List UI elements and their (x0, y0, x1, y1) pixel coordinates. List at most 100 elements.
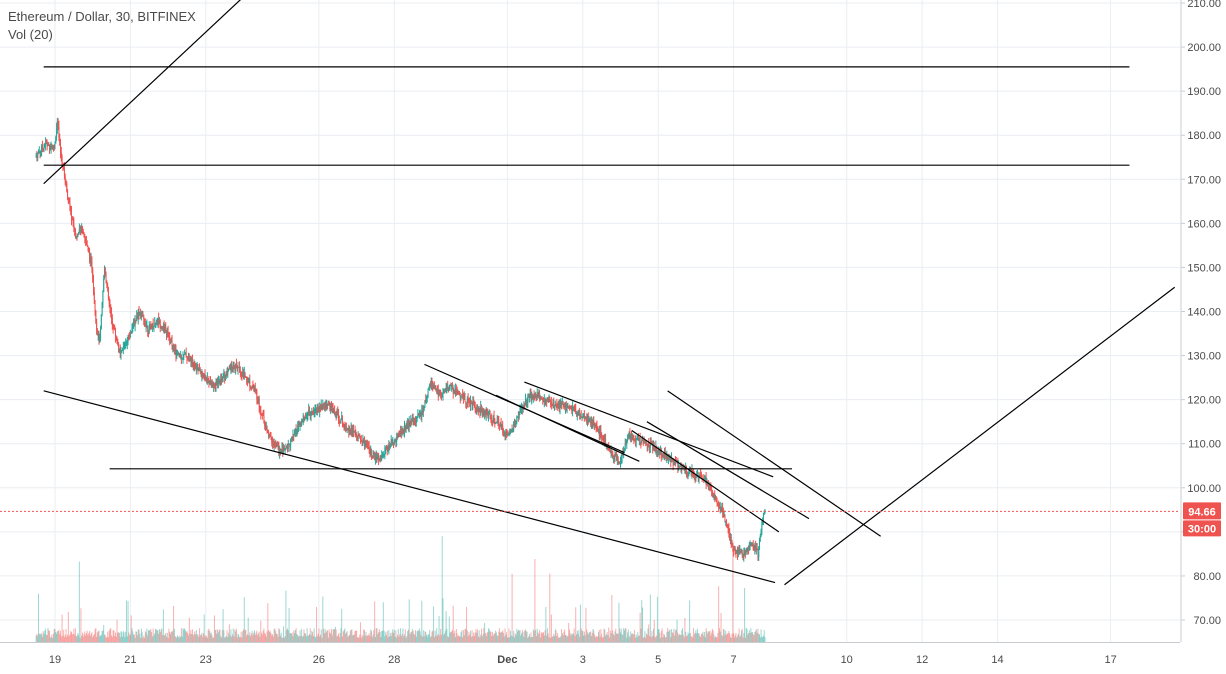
volume-bar (316, 607, 318, 642)
y-tick-label: 70.00 (1193, 615, 1221, 627)
volume-bar (760, 629, 762, 642)
volume-bar (625, 628, 627, 642)
volume-bar (53, 628, 55, 642)
candle-body (159, 320, 161, 328)
candle-body (263, 415, 265, 423)
candle-body (654, 449, 656, 451)
candle-body (730, 537, 732, 545)
volume-bar (104, 635, 106, 642)
volume-bar (226, 630, 228, 642)
candle-body (553, 400, 555, 407)
candle-body (69, 203, 71, 210)
candle-body (371, 450, 373, 457)
candle-body (341, 417, 343, 419)
candle-body (462, 396, 464, 400)
volume-bar (283, 637, 285, 642)
volume-bar (275, 634, 277, 642)
candle-body (378, 456, 380, 460)
volume-bar (673, 628, 675, 642)
candle-body (232, 362, 234, 367)
volume-bar (711, 632, 713, 642)
volume-bar (82, 636, 84, 642)
volume-bar (298, 636, 300, 642)
volume-bar (107, 637, 109, 642)
candle-body (501, 425, 503, 429)
volume-bar (497, 636, 499, 642)
candle-body (92, 269, 94, 281)
candle-body (538, 393, 540, 396)
candle-body (616, 457, 618, 460)
volume-bar (412, 630, 414, 642)
volume-bar (178, 637, 180, 642)
volume-bar (151, 632, 153, 642)
volume-bar (535, 636, 537, 642)
volume-bar (444, 633, 446, 642)
trendlines[interactable] (0, 0, 1180, 586)
candle-body (94, 300, 96, 312)
volume-bar (254, 634, 256, 642)
candle-body (371, 456, 373, 458)
candle-body (313, 411, 315, 414)
volume-bar (681, 630, 683, 642)
candle-body (715, 497, 717, 502)
candle-body (164, 326, 166, 328)
volume-bar (711, 628, 713, 642)
candle-body (648, 441, 650, 448)
candle-body (555, 403, 557, 405)
candle-body (486, 410, 488, 415)
volume-bar (615, 628, 617, 642)
volume-bar (525, 631, 527, 642)
volume-bar (437, 633, 439, 642)
candle-body (334, 414, 336, 416)
volume-bar (272, 634, 274, 642)
candle-body (128, 335, 130, 337)
volume-bar (151, 636, 153, 642)
candle-body (171, 339, 173, 348)
volume-bar (447, 636, 449, 642)
candle-body (228, 368, 230, 370)
candle-body (264, 425, 266, 429)
volume-bar (594, 634, 596, 642)
volume-bar (188, 635, 190, 642)
candle-body (473, 401, 475, 403)
candle-body (738, 549, 740, 554)
candle-body (277, 446, 279, 448)
volume-bar (164, 634, 166, 642)
candle-body (83, 233, 85, 238)
volume-bar (217, 632, 219, 642)
volume-bar (407, 631, 409, 642)
candle-body (196, 364, 198, 369)
candle-body (744, 549, 746, 555)
volume-bar (136, 635, 138, 642)
volume-bar (409, 634, 411, 642)
candle-body (697, 475, 699, 479)
volume-bar (193, 633, 195, 642)
candle-body (583, 413, 585, 418)
candle-body (79, 228, 81, 230)
candle-body (438, 390, 440, 396)
volume-bar (129, 635, 131, 642)
volume-bar (248, 635, 250, 642)
candle-body (146, 325, 148, 327)
volume-bar (414, 634, 416, 642)
candle-body (269, 435, 271, 437)
x-tick-label: 28 (388, 654, 400, 666)
candle-body (81, 227, 83, 231)
candle-body (733, 547, 735, 551)
volume-bar (316, 636, 318, 642)
volume-bar (331, 635, 333, 642)
candle-body (755, 548, 757, 550)
candle-body (554, 403, 556, 406)
candle-body (386, 449, 388, 451)
volume-bar (354, 630, 356, 642)
candle-body (560, 403, 562, 405)
candle-body (598, 429, 600, 436)
candle-body (534, 395, 536, 398)
volume-bar (211, 635, 213, 642)
volume-bar (415, 636, 417, 642)
volume-bar (160, 629, 162, 642)
volume-bar (262, 630, 264, 642)
volume-bar (689, 633, 691, 642)
